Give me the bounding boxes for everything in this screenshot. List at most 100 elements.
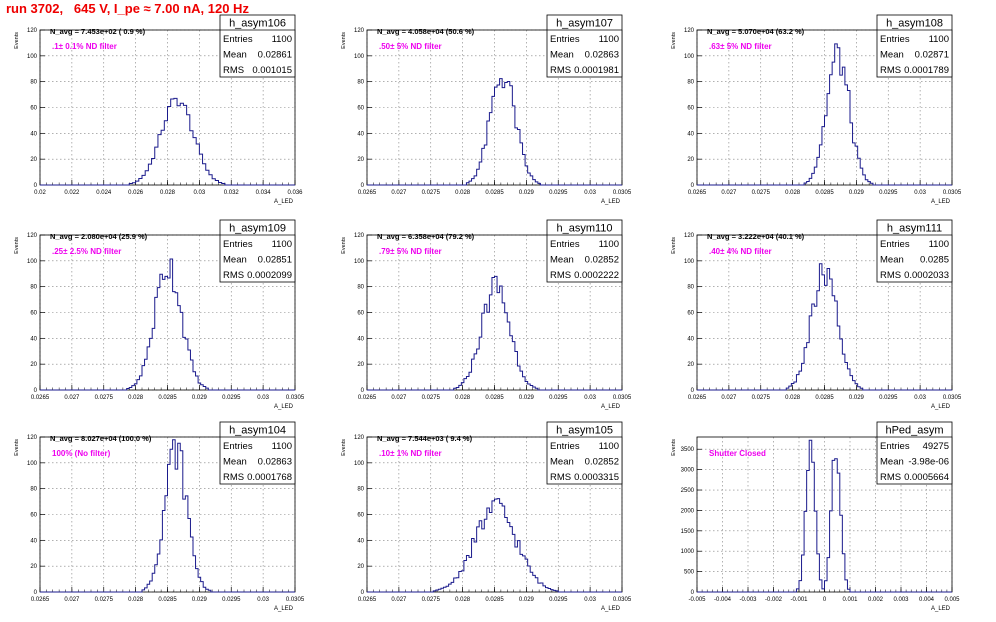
stats-mean-label: Mean bbox=[880, 50, 904, 61]
y-tick-label: 40 bbox=[30, 131, 37, 137]
y-tick-label: 0 bbox=[34, 590, 38, 596]
stats-rms-value: 0.0002033 bbox=[904, 270, 949, 281]
y-tick-label: 60 bbox=[357, 311, 364, 317]
x-tick-label: 0.0265 bbox=[31, 597, 50, 603]
x-tick-label: -0.005 bbox=[688, 597, 706, 603]
x-tick-label: -0.003 bbox=[739, 597, 757, 603]
x-tick-label: 0.0295 bbox=[879, 190, 898, 196]
x-tick-label: 0.0275 bbox=[422, 190, 441, 196]
histogram-panel-h_asym104: 0.0265 0.027 0.0275 0.028 0.0285 0.029 0.0295 0… bbox=[14, 421, 305, 612]
stats-histogram-name: h_asym110 bbox=[556, 223, 612, 235]
stats-rms-label: RMS bbox=[880, 270, 901, 281]
x-tick-label: 0.032 bbox=[224, 190, 240, 196]
x-tick-label: 0.028 bbox=[128, 597, 144, 603]
x-tick-label: 0.03 bbox=[584, 597, 596, 603]
stats-rms-label: RMS bbox=[880, 65, 901, 76]
stats-mean-label: Mean bbox=[223, 457, 247, 468]
y-axis-title: Events bbox=[671, 32, 677, 49]
x-tick-label: 0.029 bbox=[849, 395, 865, 401]
y-tick-label: 40 bbox=[687, 131, 694, 137]
x-tick-label: 0.03 bbox=[257, 395, 269, 401]
y-axis-title: Events bbox=[14, 439, 20, 456]
x-tick-label: 0.027 bbox=[721, 190, 737, 196]
navg-label: N_avg = 3.222e+04 (40.1 %) bbox=[707, 232, 805, 241]
stats-mean-label: Mean bbox=[550, 255, 574, 266]
y-axis-title: Events bbox=[14, 237, 20, 254]
x-tick-label: 0.0285 bbox=[158, 395, 177, 401]
x-tick-label: 0.028 bbox=[160, 190, 176, 196]
x-tick-label: 0.027 bbox=[64, 597, 80, 603]
x-tick-label: 0.029 bbox=[519, 597, 535, 603]
x-axis-title: A_LED bbox=[274, 606, 294, 612]
y-tick-label: 2000 bbox=[681, 508, 695, 514]
y-tick-label: 80 bbox=[30, 487, 37, 493]
x-tick-label: 0.0265 bbox=[688, 190, 707, 196]
filter-label: Shutter Closed bbox=[709, 449, 766, 458]
y-tick-label: 60 bbox=[30, 311, 37, 317]
stats-rms-value: 0.0005664 bbox=[904, 472, 949, 483]
stats-rms-value: 0.0001768 bbox=[247, 472, 292, 483]
filter-label: 100% (No filter) bbox=[52, 449, 111, 458]
stats-histogram-name: h_asym108 bbox=[886, 18, 943, 30]
x-tick-label: 0.028 bbox=[455, 395, 471, 401]
stats-mean-label: Mean bbox=[880, 457, 904, 468]
stats-rms-value: 0.0001789 bbox=[904, 65, 949, 76]
stats-histogram-name: h_asym109 bbox=[229, 223, 286, 235]
y-tick-label: 120 bbox=[27, 435, 38, 441]
stats-histogram-name: hPed_asym bbox=[885, 425, 943, 437]
y-tick-label: 60 bbox=[357, 513, 364, 519]
y-tick-label: 20 bbox=[687, 157, 694, 163]
stats-mean-label: Mean bbox=[880, 255, 904, 266]
y-tick-label: 40 bbox=[357, 131, 364, 137]
x-tick-label: 0.0265 bbox=[358, 190, 377, 196]
x-tick-label: 0.0275 bbox=[752, 395, 771, 401]
y-tick-label: 3500 bbox=[681, 447, 695, 453]
stats-entries-label: Entries bbox=[550, 441, 580, 452]
stats-mean-value: 0.02851 bbox=[258, 255, 292, 266]
x-tick-label: 0.028 bbox=[455, 190, 471, 196]
stats-mean-value: 0.02861 bbox=[258, 50, 292, 61]
x-tick-label: 0.0295 bbox=[222, 395, 241, 401]
stats-box bbox=[219, 219, 296, 283]
y-tick-label: 120 bbox=[684, 233, 695, 239]
stats-rms-label: RMS bbox=[223, 472, 244, 483]
histogram-panel-h_asym110: 0.0265 0.027 0.0275 0.028 0.0285 0.029 0.0295 0… bbox=[341, 219, 632, 410]
stats-rms-value: 0.0002222 bbox=[574, 270, 619, 281]
x-tick-label: 0.0305 bbox=[286, 395, 305, 401]
x-tick-label: 0.0285 bbox=[158, 597, 177, 603]
x-axis-title: A_LED bbox=[931, 606, 951, 612]
y-tick-label: 120 bbox=[27, 28, 38, 34]
navg-label: N_avg = 6.358e+04 (79.2 %) bbox=[377, 232, 475, 241]
y-axis-title: Events bbox=[341, 237, 347, 254]
y-tick-label: 120 bbox=[354, 28, 365, 34]
stats-entries-value: 1100 bbox=[599, 34, 619, 45]
stats-histogram-name: h_asym104 bbox=[229, 425, 286, 437]
x-tick-label: 0.0285 bbox=[485, 190, 504, 196]
y-tick-label: 80 bbox=[357, 487, 364, 493]
stats-entries-label: Entries bbox=[550, 34, 580, 45]
y-tick-label: 60 bbox=[687, 106, 694, 112]
filter-label: .1± 0.1% ND filter bbox=[52, 42, 117, 51]
y-tick-label: 0 bbox=[691, 590, 695, 596]
x-tick-label: 0.0265 bbox=[358, 395, 377, 401]
stats-entries-value: 1100 bbox=[272, 441, 292, 452]
stats-entries-label: Entries bbox=[880, 34, 910, 45]
y-tick-label: 20 bbox=[357, 157, 364, 163]
stats-mean-label: Mean bbox=[550, 457, 574, 468]
y-tick-label: 40 bbox=[357, 336, 364, 342]
y-tick-label: 120 bbox=[354, 435, 365, 441]
navg-label: N_avg = 8.027e+04 (100.0 %) bbox=[50, 434, 152, 443]
x-tick-label: 0.03 bbox=[584, 190, 596, 196]
x-axis-title: A_LED bbox=[601, 199, 621, 205]
x-axis-title: A_LED bbox=[931, 404, 951, 410]
x-axis-title: A_LED bbox=[601, 404, 621, 410]
y-tick-label: 1000 bbox=[681, 549, 695, 555]
x-tick-label: -0.001 bbox=[790, 597, 808, 603]
stats-rms-value: 0.0003315 bbox=[574, 472, 619, 483]
x-axis-title: A_LED bbox=[274, 199, 294, 205]
histogram-panel-hPed_asym: -0.005 -0.004 -0.003 -0.002 -0.001 0 0.001 0.00… bbox=[671, 421, 960, 612]
x-tick-label: 0.03 bbox=[914, 190, 926, 196]
x-tick-label: 0.0305 bbox=[943, 190, 962, 196]
filter-label: .25± 2.5% ND filter bbox=[52, 247, 121, 256]
navg-label: N_avg = 2.080e+04 (25.9 %) bbox=[50, 232, 148, 241]
